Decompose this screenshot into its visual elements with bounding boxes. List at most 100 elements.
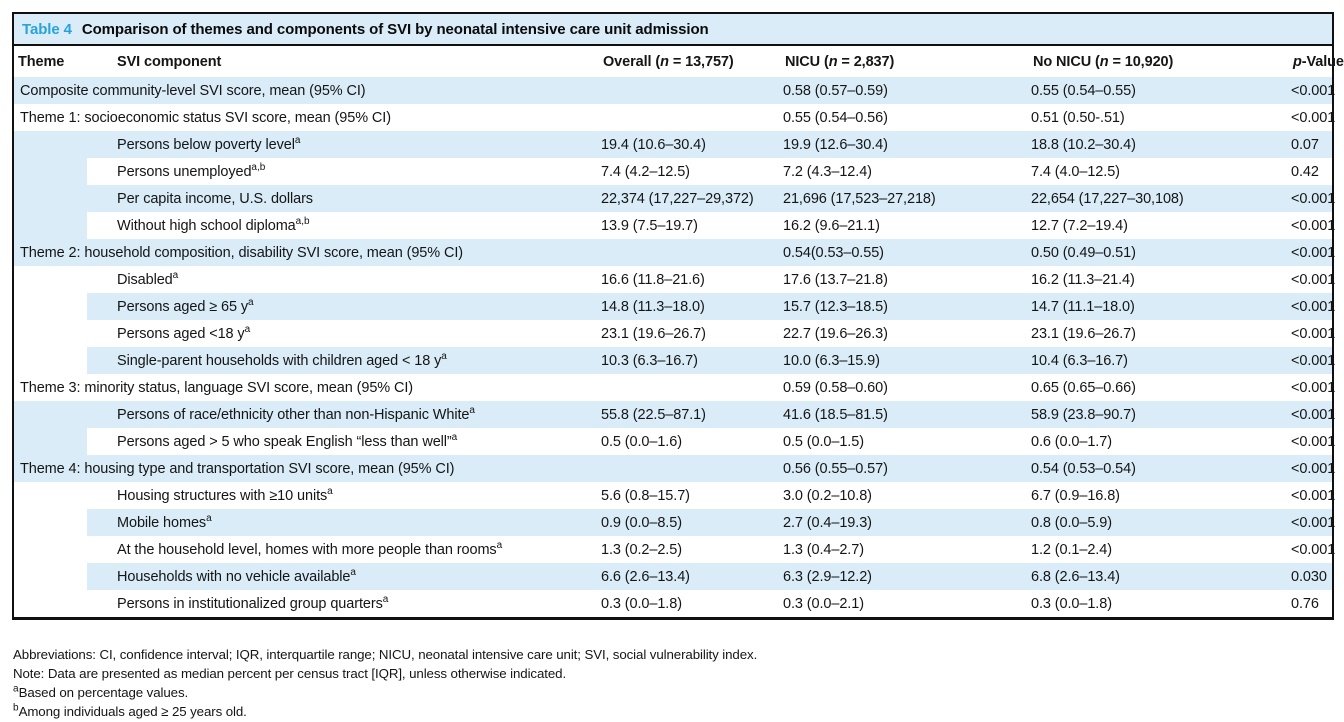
p-value-cell: 0.76 bbox=[1289, 590, 1332, 617]
table-row: Single-parent households with children a… bbox=[14, 347, 1335, 374]
no-nicu-value-cell: 14.7 (11.1–18.0) bbox=[1029, 293, 1289, 320]
overall-value-cell bbox=[599, 77, 781, 104]
table-row: Persons aged <18 ya 23.1 (19.6–26.7) 22.7 … bbox=[14, 320, 1335, 347]
footnote-marker: a bbox=[294, 134, 301, 146]
overall-value-cell: 16.6 (11.8–21.6) bbox=[599, 266, 781, 293]
footnote-line: Abbreviations: CI, confidence interval; … bbox=[13, 647, 758, 662]
component-label-cell: Persons aged <18 ya bbox=[87, 320, 599, 347]
no-nicu-value-cell: 0.51 (0.50-.51) bbox=[1029, 104, 1289, 131]
no-nicu-value-cell: 6.8 (2.6–13.4) bbox=[1029, 563, 1289, 590]
table-row: Households with no vehicle availablea 6.6… bbox=[14, 563, 1332, 590]
component-label-cell: Single-parent households with children a… bbox=[87, 347, 599, 374]
nicu-value-cell: 22.7 (19.6–26.3) bbox=[781, 320, 1029, 347]
nicu-value-cell: 3.0 (0.2–10.8) bbox=[781, 482, 1029, 509]
footnote-line: Note: Data are presented as median perce… bbox=[13, 666, 567, 681]
component-label-cell: Mobile homesa bbox=[87, 509, 599, 536]
nicu-value-cell: 41.6 (18.5–81.5) bbox=[781, 401, 1029, 428]
overall-value-cell bbox=[599, 455, 781, 482]
table-row: Persons aged > 5 who speak English “less… bbox=[14, 428, 1335, 455]
footnote-line: bAmong individuals aged ≥ 25 years old. bbox=[13, 702, 247, 719]
no-nicu-value-cell: 7.4 (4.0–12.5) bbox=[1029, 158, 1289, 185]
overall-value-cell: 6.6 (2.6–13.4) bbox=[599, 563, 781, 590]
column-header-nicu: NICU (n = 2,837) bbox=[781, 46, 1029, 77]
nicu-value-cell: 17.6 (13.7–21.8) bbox=[781, 266, 1029, 293]
nicu-value-cell: 0.59 (0.58–0.60) bbox=[781, 374, 1029, 401]
footnote-marker: a bbox=[441, 350, 447, 362]
component-label-cell: Persons aged > 5 who speak English “less… bbox=[87, 428, 599, 455]
table-row: Without high school diplomaa,b 13.9 (7.5–… bbox=[14, 212, 1335, 239]
nicu-value-cell: 0.58 (0.57–0.59) bbox=[781, 77, 1029, 104]
no-nicu-value-cell: 0.55 (0.54–0.55) bbox=[1029, 77, 1289, 104]
p-value-cell: 0.07 bbox=[1289, 131, 1332, 158]
table-body: Composite community-level SVI score, mea… bbox=[14, 77, 1335, 617]
theme-label-cell: Theme 3: minority status, language SVI s… bbox=[14, 374, 599, 401]
no-nicu-value-cell: 0.50 (0.49–0.51) bbox=[1029, 239, 1289, 266]
overall-value-cell: 1.3 (0.2–2.5) bbox=[599, 536, 781, 563]
p-value-cell: <0.001 bbox=[1289, 509, 1335, 536]
overall-value-cell bbox=[599, 239, 781, 266]
nicu-value-cell: 0.56 (0.55–0.57) bbox=[781, 455, 1029, 482]
theme-label-cell: Theme 4: housing type and transportation… bbox=[14, 455, 599, 482]
nicu-value-cell: 0.55 (0.54–0.56) bbox=[781, 104, 1029, 131]
footnote-line: aBased on percentage values. bbox=[13, 683, 189, 700]
p-value-cell: <0.001 bbox=[1289, 455, 1335, 482]
footnote-marker: a bbox=[451, 431, 458, 443]
nicu-value-cell: 10.0 (6.3–15.9) bbox=[781, 347, 1029, 374]
table-row: At the household level, homes with more … bbox=[14, 536, 1335, 563]
overall-value-cell: 5.6 (0.8–15.7) bbox=[599, 482, 781, 509]
component-label-cell: Per capita income, U.S. dollars bbox=[87, 185, 599, 212]
no-nicu-value-cell: 10.4 (6.3–16.7) bbox=[1029, 347, 1289, 374]
p-value-cell: 0.030 bbox=[1289, 563, 1332, 590]
table-row: Theme 1: socioeconomic status SVI score,… bbox=[14, 104, 1335, 131]
footnote-marker: a bbox=[496, 539, 503, 551]
nicu-value-cell: 16.2 (9.6–21.1) bbox=[781, 212, 1029, 239]
column-header-overall: Overall (n = 13,757) bbox=[599, 46, 781, 77]
theme-spacer-cell bbox=[14, 401, 87, 455]
p-value-cell: <0.001 bbox=[1289, 212, 1335, 239]
table-row: Persons of race/ethnicity other than non… bbox=[14, 401, 1335, 455]
table-caption-text: Comparison of themes and components of S… bbox=[81, 20, 709, 38]
component-label-cell: Housing structures with ≥10 unitsa bbox=[87, 482, 599, 509]
component-label-cell: Households with no vehicle availablea bbox=[87, 563, 599, 590]
nicu-value-cell: 0.54(0.53–0.55) bbox=[781, 239, 1029, 266]
column-header-component: SVI component bbox=[87, 46, 599, 77]
table-footnotes: Abbreviations: CI, confidence interval; … bbox=[13, 645, 1333, 721]
footnote-marker: a bbox=[172, 269, 179, 281]
overall-value-cell: 14.8 (11.3–18.0) bbox=[599, 293, 781, 320]
overall-value-cell: 10.3 (6.3–16.7) bbox=[599, 347, 781, 374]
no-nicu-value-cell: 58.9 (23.8–90.7) bbox=[1029, 401, 1289, 428]
nicu-value-cell: 19.9 (12.6–30.4) bbox=[781, 131, 1029, 158]
overall-value-cell bbox=[599, 104, 781, 131]
component-label-cell: Persons in institutionalized group quart… bbox=[87, 590, 599, 617]
no-nicu-value-cell: 0.6 (0.0–1.7) bbox=[1029, 428, 1289, 455]
p-value-cell: <0.001 bbox=[1289, 347, 1335, 374]
component-label-cell: Persons of race/ethnicity other than non… bbox=[87, 401, 599, 428]
table-row: Mobile homesa 0.9 (0.0–8.5) 2.7 (0.4–19.3)… bbox=[14, 509, 1335, 536]
p-value-cell: <0.001 bbox=[1289, 428, 1335, 455]
overall-value-cell: 19.4 (10.6–30.4) bbox=[599, 131, 781, 158]
component-label-cell: Without high school diplomaa,b bbox=[87, 212, 599, 239]
overall-value-cell: 22,374 (17,227–29,372) bbox=[599, 185, 781, 212]
no-nicu-value-cell: 0.54 (0.53–0.54) bbox=[1029, 455, 1289, 482]
no-nicu-value-cell: 0.3 (0.0–1.8) bbox=[1029, 590, 1289, 617]
table-caption-number: Table 4 bbox=[22, 20, 72, 38]
theme-label-cell: Composite community-level SVI score, mea… bbox=[14, 77, 599, 104]
p-value-cell: <0.001 bbox=[1289, 77, 1335, 104]
p-value-cell: <0.001 bbox=[1289, 482, 1335, 509]
overall-value-cell: 0.5 (0.0–1.6) bbox=[599, 428, 781, 455]
footnote-marker: a bbox=[244, 323, 251, 335]
p-value-cell: <0.001 bbox=[1289, 374, 1335, 401]
nicu-value-cell: 6.3 (2.9–12.2) bbox=[781, 563, 1029, 590]
nicu-value-cell: 1.3 (0.4–2.7) bbox=[781, 536, 1029, 563]
component-label-cell: Persons aged ≥ 65 ya bbox=[87, 293, 599, 320]
overall-value-cell: 7.4 (4.2–12.5) bbox=[599, 158, 781, 185]
table-row: Per capita income, U.S. dollars 22,374 (1… bbox=[14, 185, 1335, 212]
table-4-frame: Table 4 Comparison of themes and compone… bbox=[12, 12, 1344, 620]
no-nicu-value-cell: 18.8 (10.2–30.4) bbox=[1029, 131, 1289, 158]
table-header-row: Theme SVI component Overall (n = 13,757) NI… bbox=[14, 46, 1344, 77]
footnote-marker: a bbox=[206, 512, 212, 524]
table-row: Composite community-level SVI score, mea… bbox=[14, 77, 1335, 104]
overall-value-cell: 55.8 (22.5–87.1) bbox=[599, 401, 781, 428]
overall-value-cell: 23.1 (19.6–26.7) bbox=[599, 320, 781, 347]
table-header: Theme SVI component Overall (n = 13,757) NI… bbox=[14, 46, 1344, 77]
